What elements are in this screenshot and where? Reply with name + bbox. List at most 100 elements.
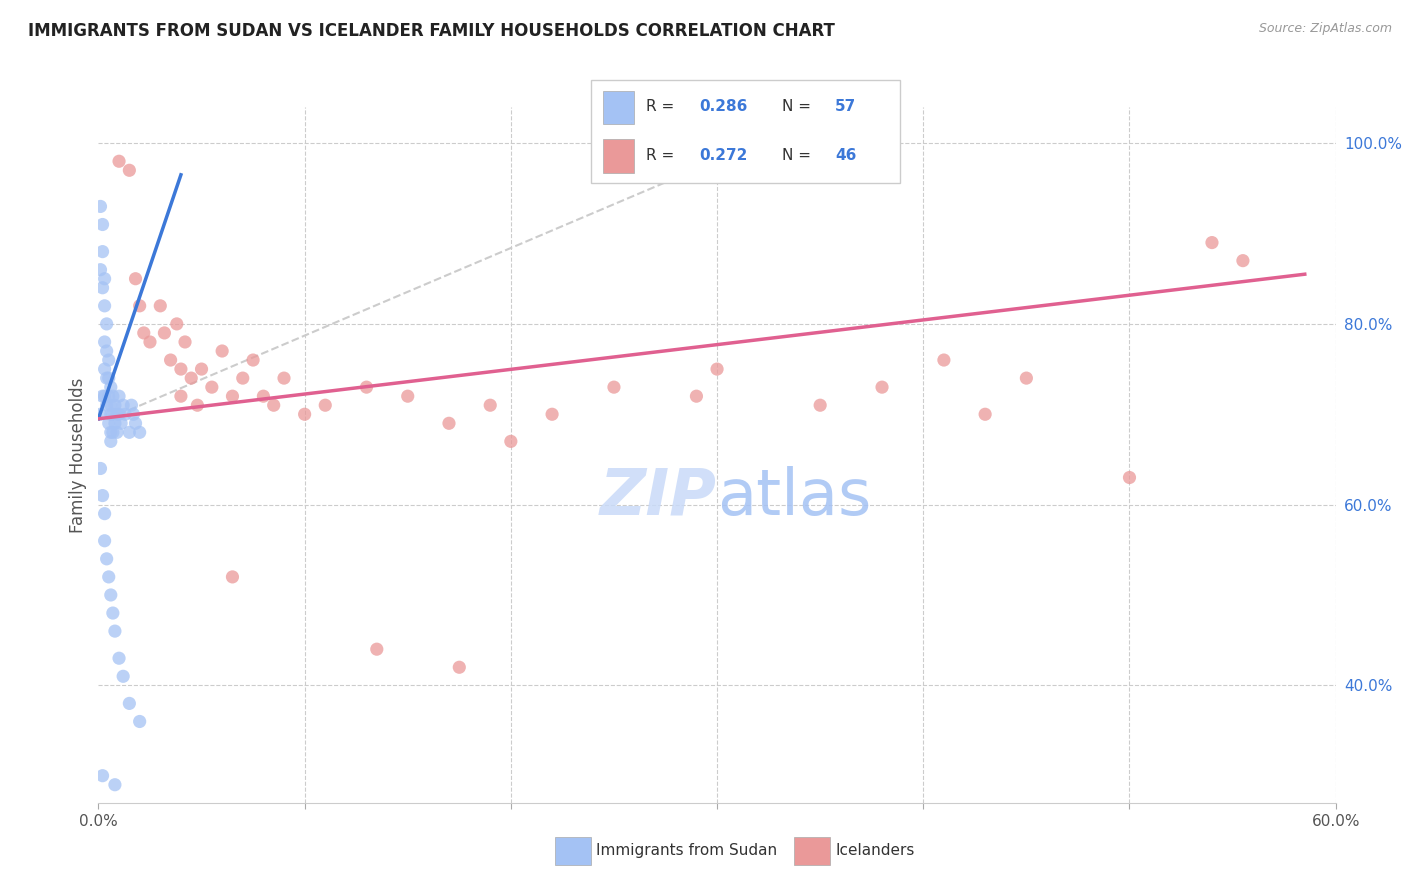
Point — [128, 299, 150, 313]
Point — [96, 317, 118, 331]
Point — [112, 669, 135, 683]
Text: N =: N = — [782, 148, 815, 162]
Point — [685, 389, 707, 403]
Point — [96, 371, 118, 385]
Point — [479, 398, 502, 412]
Text: 46: 46 — [835, 148, 856, 162]
Point — [1015, 371, 1038, 385]
Point — [89, 199, 111, 213]
Text: R =: R = — [647, 99, 679, 114]
Point — [186, 398, 208, 412]
Point — [139, 334, 162, 349]
Point — [114, 407, 136, 421]
Point — [101, 425, 124, 440]
Point — [93, 299, 115, 313]
Point — [170, 362, 193, 376]
Text: Source: ZipAtlas.com: Source: ZipAtlas.com — [1258, 22, 1392, 36]
Point — [89, 262, 111, 277]
Point — [242, 353, 264, 368]
Point — [97, 417, 120, 431]
Point — [366, 642, 388, 657]
Point — [211, 344, 233, 359]
Point — [132, 326, 155, 340]
Point — [105, 407, 128, 421]
Point — [356, 380, 378, 394]
Point — [100, 434, 122, 449]
Point — [101, 407, 124, 421]
Point — [89, 407, 111, 421]
Point — [97, 371, 120, 385]
Bar — [603, 139, 634, 173]
Point — [100, 398, 122, 412]
Point — [108, 389, 131, 403]
Point — [91, 489, 114, 503]
Point — [437, 417, 460, 431]
Text: N =: N = — [782, 99, 815, 114]
Bar — [603, 91, 634, 124]
Point — [180, 371, 202, 385]
Point — [118, 697, 141, 711]
Point — [97, 389, 120, 403]
Point — [273, 371, 295, 385]
Point — [124, 271, 146, 285]
Point — [96, 551, 118, 566]
Point — [396, 389, 419, 403]
Point — [108, 651, 131, 665]
Point — [108, 154, 131, 169]
Point — [93, 334, 115, 349]
Point — [499, 434, 522, 449]
Point — [122, 407, 145, 421]
Point — [314, 398, 336, 412]
Point — [100, 380, 122, 394]
Point — [232, 371, 254, 385]
Point — [1201, 235, 1223, 250]
Point — [89, 461, 111, 475]
Point — [294, 407, 316, 421]
Point — [603, 380, 626, 394]
Point — [1118, 470, 1140, 484]
Point — [190, 362, 212, 376]
Point — [221, 570, 243, 584]
Point — [101, 606, 124, 620]
Point — [93, 389, 115, 403]
Point — [252, 389, 274, 403]
Point — [101, 389, 124, 403]
Point — [97, 570, 120, 584]
Point — [124, 417, 146, 431]
Point — [104, 624, 127, 639]
Point — [449, 660, 471, 674]
Point — [100, 425, 122, 440]
Point — [100, 407, 122, 421]
Point — [91, 244, 114, 259]
Point — [201, 380, 224, 394]
Point — [221, 389, 243, 403]
Point — [96, 344, 118, 359]
Point — [159, 353, 181, 368]
Text: atlas: atlas — [717, 466, 872, 528]
Text: 57: 57 — [835, 99, 856, 114]
Point — [174, 334, 197, 349]
Point — [104, 778, 127, 792]
Point — [153, 326, 176, 340]
Point — [104, 417, 127, 431]
Point — [100, 588, 122, 602]
Point — [166, 317, 188, 331]
Point — [105, 425, 128, 440]
Point — [110, 417, 132, 431]
Point — [128, 714, 150, 729]
Y-axis label: Family Households: Family Households — [69, 377, 87, 533]
Point — [808, 398, 831, 412]
Point — [974, 407, 997, 421]
Point — [104, 398, 127, 412]
Point — [91, 281, 114, 295]
Point — [108, 407, 131, 421]
Point — [112, 398, 135, 412]
Point — [118, 163, 141, 178]
Point — [149, 299, 172, 313]
Point — [93, 507, 115, 521]
Point — [91, 389, 114, 403]
Point — [93, 271, 115, 285]
Point — [97, 353, 120, 368]
FancyBboxPatch shape — [591, 80, 900, 183]
Point — [96, 398, 118, 412]
